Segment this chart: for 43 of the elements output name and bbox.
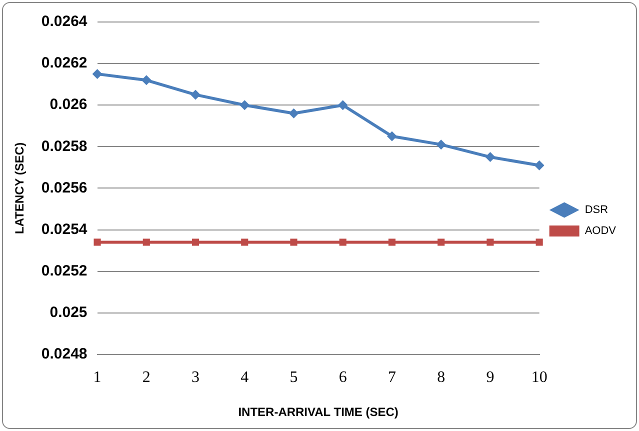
point [241,238,248,246]
x-tick-label: 10 [531,369,548,386]
point [438,238,445,246]
y-tick-label: 0.0262 [41,54,88,72]
point [141,75,152,86]
point [485,152,496,162]
point [94,238,101,246]
point [192,238,200,246]
y-axis-title: LATENCY (SEC) [12,142,27,234]
point [339,238,346,246]
y-tick-label: 0.0258 [41,138,88,155]
y-tick-label: 0.025 [50,304,88,321]
x-tick-label: 3 [192,369,200,386]
y-tick-label: 0.0256 [41,179,88,196]
point [288,108,299,118]
point [388,238,396,246]
y-tick-label: 0.026 [50,96,88,114]
x-tick-label: 7 [388,369,396,386]
point [290,238,298,246]
legend-label: AODV [584,225,617,238]
y-tick-label: 0.0254 [41,220,88,238]
point [536,238,543,246]
x-tick-label: 1 [93,369,102,386]
y-tick-label: 0.0252 [41,262,88,280]
point [486,238,494,246]
y-tick-label: 0.0248 [41,346,88,363]
point [142,238,150,246]
point [386,131,397,142]
point [436,140,446,150]
point [240,100,250,110]
y-tick-label: 0.0264 [41,13,88,30]
point [534,160,544,170]
point [92,68,102,79]
x-tick-label: 4 [240,369,249,386]
x-tick-label: 9 [486,369,494,386]
x-tick-label: 8 [437,369,446,386]
x-tick-label: 6 [338,369,347,386]
x-tick-label: 5 [290,369,298,386]
point [338,100,348,110]
x-tick-label: 2 [142,369,150,386]
x-axis-title: INTER-ARRIVAL TIME (SEC) [238,405,398,420]
point [190,90,201,100]
legend-label: DSR [584,204,608,216]
